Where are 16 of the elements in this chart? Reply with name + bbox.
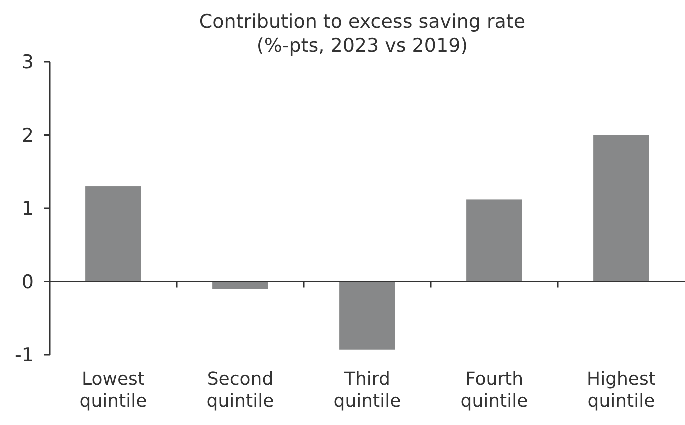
bar [86,186,142,282]
x-tick-label: Fourth quintile [460,369,528,412]
x-tick-label: Lowest quintile [80,369,148,412]
y-tick-label: 2 [22,124,34,147]
y-tick-label: -1 [15,344,34,367]
chart-title: Contribution to excess saving rate [199,11,526,33]
bar [466,200,522,282]
chart-subtitle: (%-pts, 2023 vs 2019) [256,35,468,57]
x-tick-label: Highest quintile [587,369,656,412]
y-tick-label: 3 [22,52,34,74]
y-tick-label: 1 [22,198,34,220]
bar [594,135,650,282]
x-tick-label: Third quintile [334,369,402,412]
bar [340,282,396,350]
x-tick-label: Second quintile [206,369,274,412]
y-tick-label: 0 [22,271,34,294]
